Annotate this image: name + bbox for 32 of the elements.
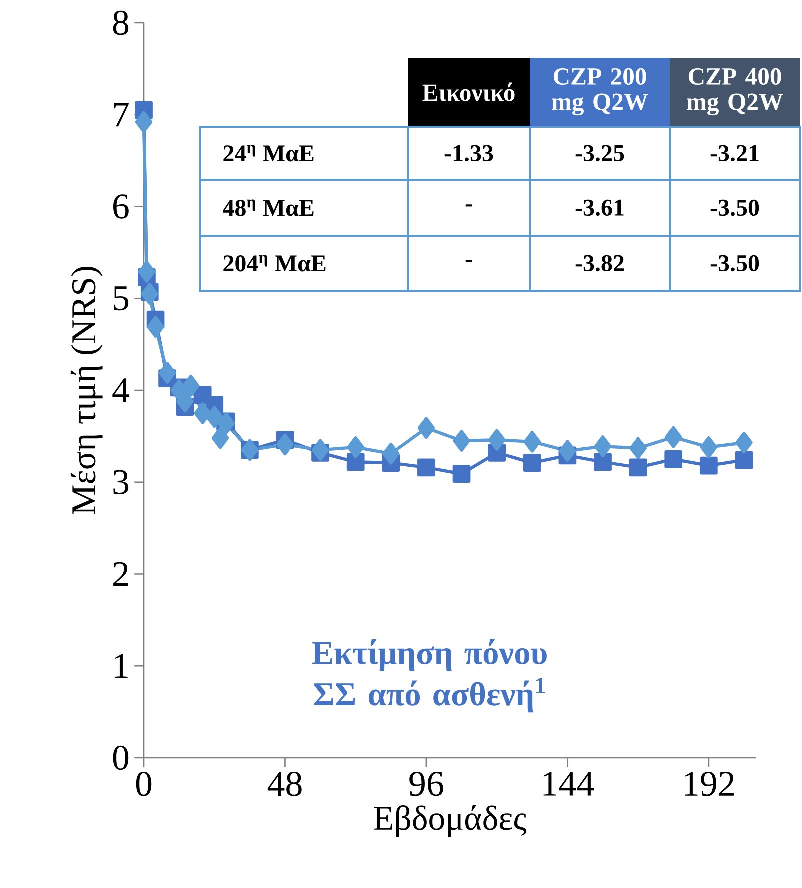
y-tick-label: 6 [114, 194, 129, 219]
annotation: 24$^{η}$ ΜαΕ [224, 145, 314, 162]
annotation: CZP 400 mg Q2W [687, 68, 784, 116]
annotation: CZP 200 mg Q2W [552, 68, 648, 116]
annotation: -3.21 [710, 145, 759, 162]
annotation: 204$^{η}$ ΜαΕ [224, 255, 326, 272]
y-tick-label: 0 [113, 746, 129, 770]
y-tick-label: 1 [115, 654, 128, 678]
annotation: -3.50 [710, 255, 760, 272]
y-axis-title: Μέση τιμή (NRS) [70, 267, 103, 515]
annotation: -3.50 [710, 200, 760, 216]
y-tick-label: 8 [113, 10, 129, 36]
x-tick-label: 48 [268, 772, 302, 796]
y-tick-label: 4 [112, 378, 130, 402]
annotation: - [466, 204, 472, 207]
x-tick-label: 0 [136, 772, 152, 796]
annotation: Εικονικό [422, 82, 515, 102]
annotation: -3.25 [576, 145, 624, 162]
x-tick-label: 144 [544, 772, 594, 796]
annotation: -3.82 [576, 255, 624, 272]
y-tick-label: 7 [114, 103, 129, 127]
annotation: -1.33 [444, 145, 494, 162]
y-tick-label: 5 [114, 286, 129, 311]
x-tick-label: 96 [410, 772, 444, 796]
text: Εκτίμηση πόνου ΣΣ από ασθενή$^{1}$ [312, 639, 547, 713]
annotation: -3.61 [576, 200, 624, 216]
annotation: - [466, 260, 472, 262]
annotation: 48$^{η}$ ΜαΕ [223, 200, 314, 216]
y-tick-label: 3 [114, 470, 129, 494]
x-tick-label: 192 [685, 772, 734, 796]
y-tick-label: 2 [114, 562, 128, 586]
x-axis-title: Εβδομάδες [374, 805, 527, 838]
